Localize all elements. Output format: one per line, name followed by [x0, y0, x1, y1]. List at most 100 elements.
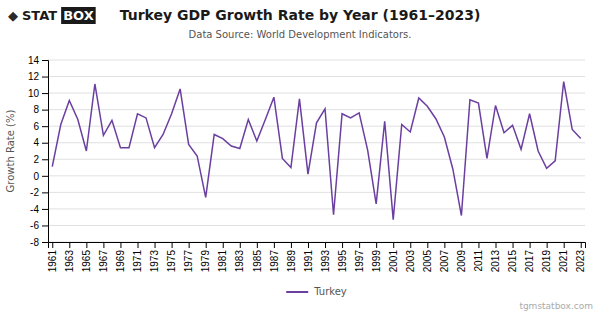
grid [48, 60, 585, 242]
x-tick-label: 1999 [371, 250, 382, 273]
x-tick-mark [291, 242, 292, 248]
x-tick: 2021 [558, 242, 569, 272]
x-tick-mark [513, 242, 514, 248]
x-tick: 1993 [320, 242, 331, 272]
x-tick: 1973 [149, 242, 160, 272]
y-tick-mark [42, 159, 48, 160]
x-tick-label: 1977 [183, 250, 194, 273]
x-tick-label: 1971 [132, 250, 143, 273]
x-tick-mark [427, 242, 428, 248]
x-tick-mark [189, 242, 190, 248]
grid-line [48, 93, 585, 94]
x-tick-mark [69, 242, 70, 248]
y-tick: 14 [28, 55, 48, 66]
y-tick: -8 [30, 237, 48, 248]
x-tick: 1987 [269, 242, 280, 272]
legend: Turkey [286, 286, 347, 297]
x-tick-mark [564, 242, 565, 248]
logo-text: STAT [22, 8, 57, 23]
legend-item: Turkey [286, 286, 347, 297]
y-tick-mark [42, 209, 48, 210]
y-tick-label: 8 [33, 104, 39, 115]
chart: Turkey GDP Growth Rate by Year (1961–202… [0, 0, 600, 314]
x-tick-mark [342, 242, 343, 248]
x-axis: 1961196319651967196919711973197519771979… [47, 242, 586, 272]
y-tick-mark [42, 192, 48, 193]
x-tick-label: 2023 [575, 250, 586, 273]
x-tick: 1995 [337, 242, 348, 272]
y-tick: 4 [33, 137, 48, 148]
x-tick: 2015 [507, 242, 518, 272]
x-tick-label: 1985 [252, 250, 263, 273]
grid-line [48, 76, 585, 77]
x-tick: 1985 [252, 242, 263, 272]
y-tick-mark [42, 126, 48, 127]
x-tick: 2009 [456, 242, 467, 272]
x-tick-label: 1991 [303, 250, 314, 273]
x-tick: 2019 [541, 242, 552, 272]
x-tick-label: 1997 [354, 250, 365, 273]
y-tick: 6 [33, 121, 48, 132]
x-tick-mark [308, 242, 309, 248]
x-tick: 2023 [575, 242, 586, 272]
grid-line [48, 159, 585, 160]
x-tick-label: 1961 [47, 250, 58, 273]
y-tick: -6 [30, 220, 48, 231]
y-tick-label: 14 [28, 55, 40, 66]
x-tick-label: 1995 [337, 250, 348, 273]
grid-line [48, 192, 585, 193]
y-tick: 0 [33, 171, 48, 182]
logo-text: BOX [63, 8, 94, 23]
x-tick-label: 2007 [439, 250, 450, 273]
y-axis-line [42, 61, 49, 243]
legend-label: Turkey [313, 286, 347, 297]
x-tick-mark [120, 242, 121, 248]
x-tick-mark [240, 242, 241, 248]
x-tick-label: 1965 [81, 250, 92, 273]
x-tick: 1997 [354, 242, 365, 272]
x-tick-mark [155, 242, 156, 248]
x-tick-label: 2009 [456, 250, 467, 273]
y-tick-label: -2 [30, 187, 39, 198]
y-tick-label: 10 [28, 88, 40, 99]
x-tick: 2003 [405, 242, 416, 272]
y-tick: 2 [33, 154, 48, 165]
x-tick-mark [410, 242, 411, 248]
x-tick-label: 1989 [286, 250, 297, 273]
x-tick-label: 2015 [507, 250, 518, 273]
legend-swatch [286, 291, 308, 293]
logo: ◆ STAT BOX [8, 7, 96, 24]
x-tick: 1965 [81, 242, 92, 272]
y-tick-label: 4 [33, 137, 39, 148]
y-tick-label: 6 [33, 121, 39, 132]
x-tick-mark [223, 242, 224, 248]
title: Turkey GDP Growth Rate by Year (1961–202… [120, 7, 481, 23]
y-tick-mark [42, 225, 48, 226]
x-tick: 2001 [388, 242, 399, 272]
x-tick-label: 2003 [405, 250, 416, 273]
x-tick-label: 2019 [541, 250, 552, 273]
x-tick-label: 1963 [64, 250, 75, 273]
x-tick-label: 2001 [388, 250, 399, 273]
x-tick: 1967 [98, 242, 109, 272]
x-tick: 2005 [422, 242, 433, 272]
x-tick-mark [206, 242, 207, 248]
x-tick-mark [496, 242, 497, 248]
x-tick-mark [52, 242, 53, 248]
grid-line [48, 208, 585, 209]
x-tick: 2007 [439, 242, 450, 272]
y-tick-label: 2 [33, 154, 39, 165]
grid-line [48, 225, 585, 226]
x-tick: 1991 [303, 242, 314, 272]
x-tick: 1989 [286, 242, 297, 272]
logo-symbol: ◆ [8, 8, 18, 23]
x-tick-label: 1983 [234, 250, 245, 273]
x-tick-label: 2021 [558, 250, 569, 273]
x-tick: 1971 [132, 242, 143, 272]
x-tick-mark [478, 242, 479, 248]
y-axis-title: Growth Rate (%) [5, 110, 16, 193]
x-tick-mark [581, 242, 582, 248]
x-tick-mark [376, 242, 377, 248]
x-tick-mark [103, 242, 104, 248]
y-tick-label: 0 [33, 171, 39, 182]
